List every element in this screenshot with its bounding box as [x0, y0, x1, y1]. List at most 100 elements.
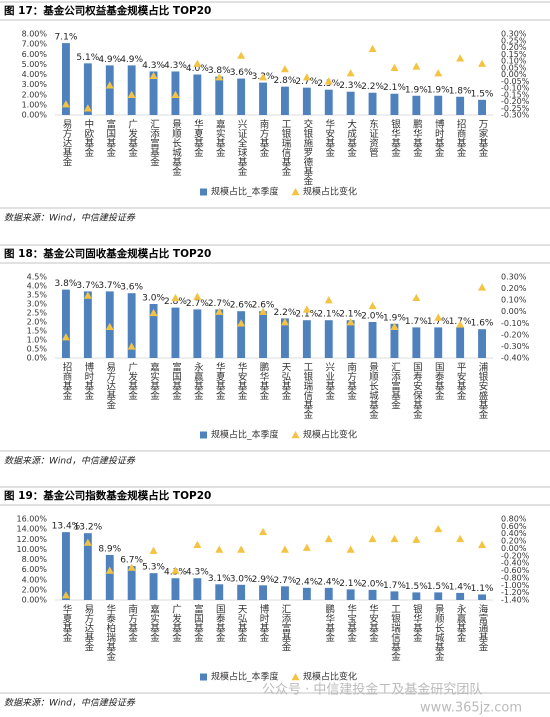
x-tick-label: 兴业基金 — [323, 362, 335, 400]
watermark: 公众号 · 中信建投金工及基金研究团队 — [262, 682, 482, 698]
y-tick-label: 3.5% — [27, 291, 48, 300]
bar — [193, 74, 202, 115]
data-label: 2.1% — [339, 579, 362, 589]
data-label: 2.1% — [339, 310, 362, 320]
y2-tick-label: -0.30% — [501, 342, 530, 351]
bar — [215, 584, 224, 600]
data-label: 3.6% — [230, 68, 253, 78]
marker — [105, 566, 114, 574]
marker — [280, 545, 289, 553]
data-label: 13.2% — [74, 523, 103, 533]
marker — [127, 90, 136, 98]
data-label: 1.5% — [427, 582, 450, 592]
data-label: 3.1% — [208, 574, 231, 584]
y-tick-label: 2.00% — [22, 90, 48, 99]
legend-swatch — [291, 188, 300, 196]
x-tick-label: 永赢基金 — [192, 361, 204, 400]
bar — [478, 329, 486, 358]
x-tick-label: 东证资管 — [367, 118, 379, 157]
x-tick-label: 招商基金 — [455, 118, 467, 157]
y2-tick-label: -0.40% — [501, 559, 530, 568]
x-tick-label: 广发基金 — [126, 361, 138, 400]
data-label: 2.7% — [274, 576, 297, 586]
bar — [281, 586, 289, 600]
bar — [324, 587, 333, 600]
marker — [324, 534, 333, 543]
data-label: 1.8% — [449, 86, 472, 96]
legend-swatch — [291, 431, 300, 439]
legend-label: 规模占比变化 — [303, 671, 357, 683]
x-tick-label: 景顺长城基金 — [367, 362, 379, 419]
marker — [259, 307, 268, 315]
legend-label: 规模占比_本季度 — [211, 186, 279, 198]
marker — [215, 545, 224, 553]
marker — [149, 308, 158, 317]
x-tick-label: 天弘基金 — [279, 362, 291, 400]
y2-tick-label: 0.15% — [501, 50, 527, 59]
y2-tick-label: 0.05% — [501, 63, 527, 72]
data-label: 4.9% — [120, 55, 143, 65]
bar — [193, 309, 202, 358]
marker — [368, 44, 377, 53]
marker — [456, 54, 465, 62]
bar — [215, 309, 224, 358]
data-label: 2.2% — [361, 82, 384, 92]
marker — [434, 524, 443, 533]
x-tick-label: 景顺长城基金 — [170, 119, 182, 176]
y-tick-label: 16.00% — [16, 515, 47, 524]
x-tick-label: 嘉实基金 — [148, 361, 160, 400]
y2-tick-label: -0.60% — [501, 566, 530, 575]
marker — [149, 71, 158, 80]
chart-title: 图 19：基金公司指数基金规模占比 TOP20 — [4, 489, 211, 502]
y-tick-label: 2.00% — [22, 585, 48, 594]
data-label: 3.0% — [230, 574, 253, 584]
marker — [215, 307, 224, 315]
data-label: 4.9% — [98, 55, 121, 65]
marker — [478, 283, 487, 291]
x-tick-label: 易方达基金 — [104, 362, 116, 410]
data-label: 3.7% — [98, 281, 121, 291]
y2-tick-label: 0.30% — [501, 30, 527, 39]
y2-tick-label: -0.40% — [501, 354, 530, 363]
marker — [215, 73, 224, 81]
bar — [83, 63, 92, 115]
bar — [127, 65, 136, 115]
x-tick-label: 华泰柏瑞基金 — [104, 603, 116, 661]
y-tick-label: 12.00% — [16, 535, 47, 544]
x-tick-label: 嘉实基金 — [214, 118, 226, 157]
x-tick-label: 富国基金 — [192, 603, 204, 642]
bar — [434, 327, 443, 358]
marker — [105, 322, 114, 330]
source-note: 数据来源：Wind，中信建投证券 — [4, 213, 136, 224]
y-tick-label: 1.00% — [22, 100, 48, 109]
marker — [390, 534, 399, 543]
y-tick-label: 14.00% — [16, 525, 47, 534]
marker — [171, 566, 180, 574]
y2-tick-label: -0.20% — [501, 330, 530, 339]
bar — [149, 573, 158, 600]
data-label: 5.1% — [76, 53, 99, 63]
marker — [390, 322, 399, 330]
y-tick-label: 0.00% — [22, 596, 48, 605]
y2-tick-label: 0.20% — [501, 284, 527, 293]
source-note: 数据来源：Wind，中信建投证券 — [4, 698, 136, 709]
y2-tick-label: -0.10% — [501, 84, 530, 93]
x-tick-label: 华夏基金 — [214, 361, 226, 400]
marker — [171, 90, 180, 98]
y2-tick-label: 0.10% — [501, 296, 527, 305]
y2-tick-label: -0.15% — [501, 90, 530, 99]
y2-tick-label: 0.40% — [501, 529, 527, 538]
marker — [237, 319, 246, 327]
marker — [149, 546, 158, 554]
bar — [259, 585, 267, 600]
marker — [302, 543, 311, 551]
x-tick-label: 广发基金 — [170, 603, 182, 642]
x-tick-label: 南方基金 — [126, 603, 138, 642]
x-tick-label: 兴证全球基金 — [236, 119, 248, 176]
marker — [412, 293, 421, 302]
data-label: 2.4% — [317, 577, 340, 587]
marker — [478, 59, 487, 67]
marker — [434, 69, 443, 77]
bar — [456, 96, 465, 115]
data-label: 2.9% — [252, 575, 275, 585]
